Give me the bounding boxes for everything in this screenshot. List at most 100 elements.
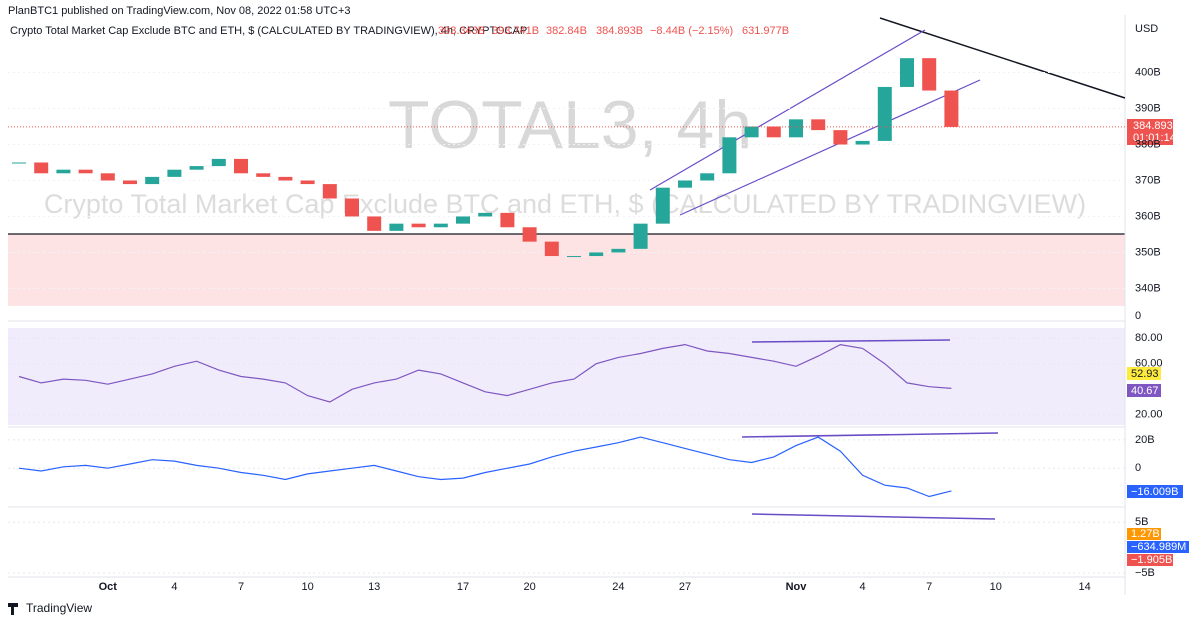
x-tick-label: 10 [990,581,1002,593]
rsi-band [8,328,1125,425]
y-tick-label: 360B [1135,210,1161,222]
logo [8,603,18,615]
currency: USD [1135,23,1158,35]
candle [389,223,404,231]
candle [766,126,781,138]
candle [544,241,559,257]
candle [345,198,359,217]
candle [722,137,737,174]
candle [167,169,182,177]
y-tick-label: 0 [1135,462,1141,474]
y-tick-label: 20B [1135,434,1155,446]
y-tick-label: 380B [1135,138,1161,150]
x-tick-label: Nov [786,581,808,593]
x-tick-label: 13 [368,581,380,593]
candle [300,180,315,185]
last-price: 384.893B [1133,120,1180,132]
watermark: TOTAL3, 4h [388,87,752,163]
candle [211,158,226,167]
candle [256,173,271,177]
candle [189,166,204,170]
symbol: Crypto Total Market Cap Exclude BTC and … [10,25,527,37]
support-zone [8,234,1125,306]
y-tick-label: 80.00 [1135,332,1163,344]
candle [411,223,426,228]
macd-label: −634.989M [1131,541,1186,553]
macd-tag [1127,528,1161,540]
candle [522,227,537,242]
price-tag [1127,119,1173,145]
x-tick-label: 4 [860,581,866,593]
y-tick-label: 60.00 [1135,358,1163,370]
y-tick-label: 390B [1135,102,1161,114]
candle [145,176,160,185]
volume: 631.977B [742,25,789,37]
candle [322,184,337,199]
x-tick-label: 14 [1078,581,1090,593]
x-tick-label: 17 [457,581,469,593]
macd-tag [1127,554,1173,566]
candle [367,216,382,231]
indicator-line [18,436,952,498]
x-tick-label: Oct [99,581,118,593]
y-tick-label: 340B [1135,282,1161,294]
candle [700,173,715,181]
candle [100,173,115,181]
y-tick-label: 5B [1135,516,1148,528]
ohlc-close: 384.893B [596,25,643,37]
candle [123,180,137,185]
candle [833,130,848,145]
candle [567,256,581,258]
candle [855,140,870,145]
y-tick-label: 20.00 [1135,409,1163,421]
ohlc-high: 393.741B [492,25,539,37]
candle [678,180,692,188]
x-tick-label: 20 [523,581,535,593]
osc-last: −16.009B [1131,486,1178,498]
divergence-line [751,339,951,343]
zero-label: 0 [1135,310,1141,322]
channel-line [649,29,926,191]
y-tick-label: 400B [1135,66,1161,78]
candle [655,187,670,224]
macd-tag [1127,541,1189,553]
candle [877,86,892,141]
candle [744,126,759,138]
rsi-last: 40.67 [1131,385,1159,397]
y-tick-label: 350B [1135,246,1161,258]
candle [922,58,937,91]
rsi-tag [1127,384,1161,397]
candle [500,212,515,228]
candle [611,248,626,253]
x-tick-label: 24 [612,581,624,593]
x-tick-label: 10 [301,581,313,593]
x-tick-label: 4 [171,581,177,593]
x-tick-label: 27 [679,581,691,593]
change: −8.44B (−2.15%) [650,25,733,37]
osc-tag [1127,485,1183,498]
rsi-ma-tag [1127,367,1161,380]
candle [12,162,26,164]
candle [944,90,959,127]
divergence-line [751,513,996,520]
candle [633,223,648,249]
trendline [879,17,1126,99]
candle [433,223,448,228]
divergence-line [741,432,999,438]
watermark-subtitle: Crypto Total Market Cap Exclude BTC and … [44,189,1086,219]
rsi-ma: 52.93 [1131,368,1159,380]
ohlc-open: 393.343B [438,25,485,37]
publisher: PlanBTC1 published on TradingView.com, N… [8,5,351,17]
x-tick-label: 7 [926,581,932,593]
x-tick-label: 7 [238,581,244,593]
candle [478,212,493,217]
y-tick-label: 370B [1135,174,1161,186]
candle [900,58,914,87]
macd-label: −1.905B [1131,554,1172,566]
countdown: 01:01:14 [1133,132,1176,144]
candle [589,252,604,257]
channel-line [679,79,981,216]
ohlc-low: 382.84B [546,25,587,37]
